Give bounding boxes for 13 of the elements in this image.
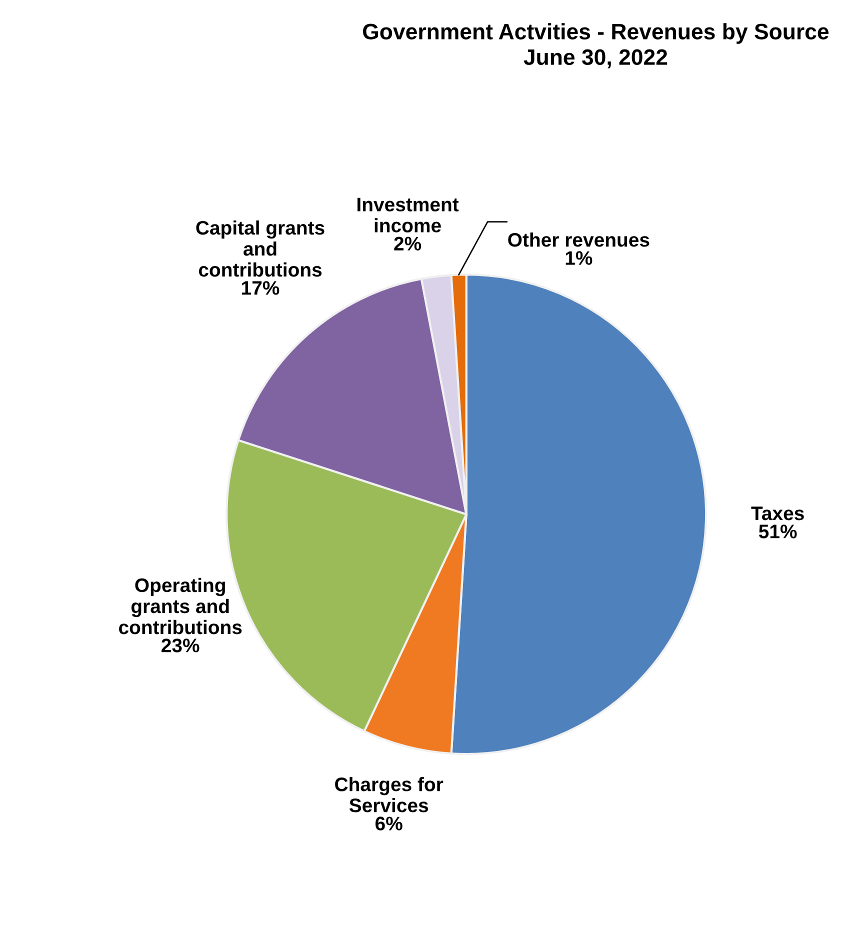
slice-label: Operating grants and contributions (119, 578, 242, 634)
data-label: 2% (394, 236, 422, 250)
chart-title: Government Actvities - Revenues by Source June 30, 2022 (363, 23, 829, 68)
slice-label: Taxes (751, 506, 804, 520)
slice-label: Other revenues (508, 232, 650, 247)
data-label: 6% (376, 816, 402, 830)
slice-label: Charges for Services (335, 776, 444, 812)
data-label: 1% (566, 251, 592, 265)
slice-label: Investment income (358, 198, 459, 232)
slice-label: Capital grants and contributions (196, 220, 324, 277)
data-label: 23% (162, 638, 200, 652)
data-label: 17% (242, 281, 280, 295)
data-label: 51% (758, 524, 797, 538)
